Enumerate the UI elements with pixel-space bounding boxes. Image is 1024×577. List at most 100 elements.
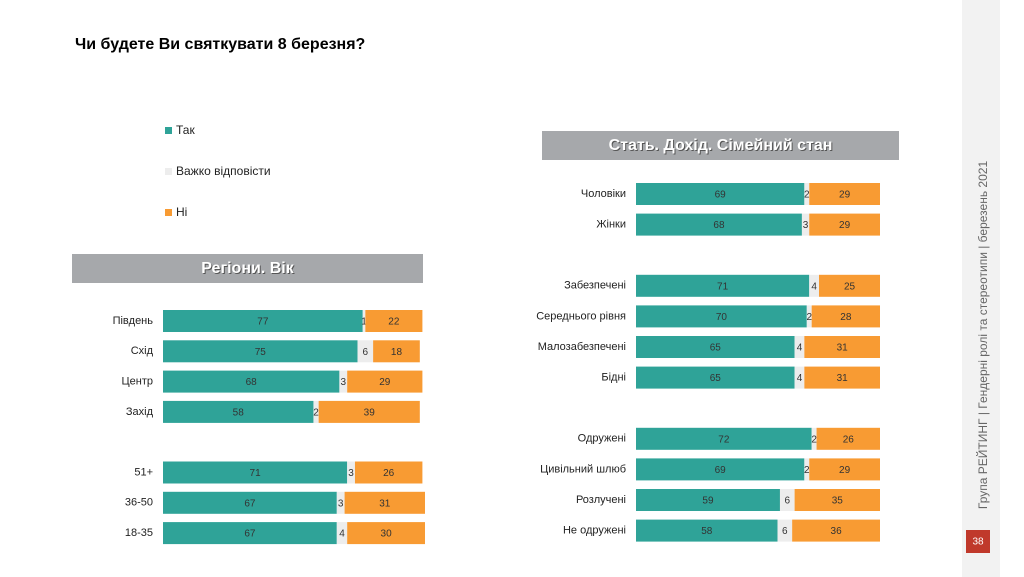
category-label: Центр xyxy=(122,376,154,388)
page-number: 38 xyxy=(972,537,984,548)
bar-segment xyxy=(336,522,348,545)
bar-segment xyxy=(362,310,366,332)
data-label: 1 xyxy=(361,317,367,328)
data-label: 39 xyxy=(364,408,376,419)
data-label: 68 xyxy=(713,220,725,231)
data-label: 31 xyxy=(837,373,849,384)
data-label: 71 xyxy=(717,281,729,292)
data-label: 2 xyxy=(804,465,810,476)
data-label: 2 xyxy=(804,190,810,201)
panel-banner xyxy=(72,254,423,283)
bar-segment xyxy=(816,427,880,450)
category-label: Забезпечені xyxy=(564,280,626,292)
bar-segment xyxy=(794,489,880,511)
bar-segment xyxy=(339,370,348,393)
bar-segment xyxy=(163,400,314,423)
bar-segment xyxy=(313,400,319,423)
bar-segment xyxy=(163,461,348,484)
category-label: Захід xyxy=(126,406,154,418)
data-label: 36 xyxy=(831,526,843,537)
data-label: 31 xyxy=(837,343,849,354)
bar-segment xyxy=(779,489,795,511)
data-label: 18 xyxy=(391,347,403,358)
bar-segment xyxy=(636,274,810,297)
bar-segment xyxy=(357,340,374,363)
data-label: 6 xyxy=(784,496,790,507)
bar-segment xyxy=(794,366,805,389)
bar-segment xyxy=(809,458,880,481)
bar-segment xyxy=(819,274,880,297)
bar-segment xyxy=(809,213,880,236)
data-label: 58 xyxy=(233,408,245,419)
bar-segment xyxy=(636,305,807,328)
bar-segment xyxy=(354,461,423,484)
data-label: 31 xyxy=(379,498,391,509)
data-label: 67 xyxy=(244,529,256,540)
bar-segment xyxy=(163,522,337,545)
bar-segment xyxy=(336,491,345,514)
data-label: 58 xyxy=(701,526,713,537)
bar-segment xyxy=(804,183,810,205)
data-label: 35 xyxy=(832,496,844,507)
data-label: 25 xyxy=(844,281,856,292)
bar-segment xyxy=(804,458,810,481)
data-label: 4 xyxy=(797,373,803,384)
data-label: 65 xyxy=(710,343,722,354)
legend-swatch xyxy=(165,127,172,134)
bar-segment xyxy=(318,400,420,423)
sidebar-band xyxy=(962,0,1000,577)
panel-title: Стать. Дохід. Сімейний стан xyxy=(610,138,834,155)
bar-segment xyxy=(636,519,778,542)
data-label: 2 xyxy=(806,312,812,323)
bar-segment xyxy=(373,340,420,363)
data-label: 71 xyxy=(250,468,262,479)
category-label: 51+ xyxy=(134,466,153,478)
data-label: 4 xyxy=(339,529,345,540)
bar-segment xyxy=(163,491,337,514)
category-label: Не одружені xyxy=(563,525,626,537)
bar-segment xyxy=(811,427,817,450)
data-label: 3 xyxy=(341,377,347,388)
data-label: 2 xyxy=(811,434,817,445)
bar-segment xyxy=(811,305,880,328)
data-label: 29 xyxy=(839,465,851,476)
category-label: 36-50 xyxy=(125,497,153,509)
bar-segment xyxy=(636,458,805,481)
slide-title: Чи будете Ви святкувати 8 березня? xyxy=(75,36,365,53)
category-label: Бідні xyxy=(601,372,626,384)
bar-segment xyxy=(163,310,363,332)
bar-segment xyxy=(636,489,780,511)
data-label: 69 xyxy=(715,465,727,476)
data-label: 6 xyxy=(363,347,369,358)
bar-segment xyxy=(636,366,795,389)
data-label: 6 xyxy=(782,526,788,537)
bar-segment xyxy=(794,336,805,358)
category-label: Малозабезпечені xyxy=(538,341,626,353)
legend-label: Так xyxy=(176,123,195,137)
data-label: 70 xyxy=(716,312,728,323)
category-label: Чоловіки xyxy=(581,188,626,200)
data-label: 29 xyxy=(839,220,851,231)
data-label: 59 xyxy=(702,496,714,507)
category-label: Схід xyxy=(131,345,154,357)
category-label: Одружені xyxy=(578,433,626,445)
bar-segment xyxy=(163,340,358,363)
data-label: 26 xyxy=(843,434,855,445)
category-label: Південь xyxy=(113,315,154,327)
legend-label: Важко відповісти xyxy=(176,164,271,178)
data-label: 65 xyxy=(710,373,722,384)
bar-segment xyxy=(365,310,423,332)
panel-title: Стать. Дохід. Сімейний стан xyxy=(609,137,833,154)
legend-label: Ні xyxy=(176,205,187,219)
data-label: 69 xyxy=(715,190,727,201)
bar-segment xyxy=(804,366,880,389)
data-label: 3 xyxy=(803,220,809,231)
data-label: 3 xyxy=(338,498,344,509)
data-label: 29 xyxy=(839,190,851,201)
bar-segment xyxy=(804,336,880,358)
bar-segment xyxy=(344,491,425,514)
data-label: 72 xyxy=(718,434,730,445)
data-label: 68 xyxy=(246,377,258,388)
panel-title: Регіони. Вік xyxy=(201,260,294,277)
